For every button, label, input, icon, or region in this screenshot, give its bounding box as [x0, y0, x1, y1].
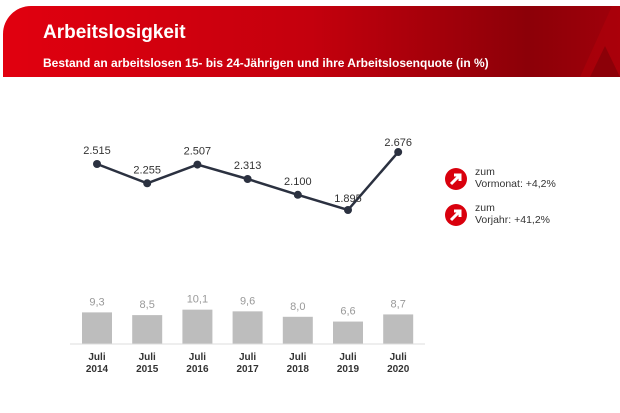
- bar-label: 8,5: [140, 299, 155, 311]
- line-label: 2.515: [83, 145, 111, 157]
- bar: [82, 312, 112, 344]
- logo-icon: [580, 6, 620, 77]
- bar-label: 8,0: [290, 301, 305, 313]
- info-label: zum: [475, 202, 495, 214]
- bar-label: 9,3: [89, 296, 104, 308]
- line-label: 2.100: [284, 176, 312, 188]
- page-title: Arbeitslosigkeit: [43, 22, 186, 43]
- x-tick-label: 2017: [236, 364, 259, 375]
- line-point: [93, 160, 101, 168]
- line-point: [143, 179, 152, 188]
- x-tick-label: Juli: [390, 352, 407, 363]
- x-tick-label: Juli: [88, 352, 105, 363]
- bar-label: 9,6: [240, 295, 255, 307]
- line-label: 2.255: [133, 164, 161, 176]
- bar-label: 6,6: [340, 306, 355, 318]
- line-label: 1.895: [334, 193, 362, 205]
- arrow-up-right-icon: [445, 204, 467, 226]
- bar-label: 10,1: [187, 294, 208, 306]
- line-point: [293, 190, 302, 199]
- info-label: zum: [475, 166, 495, 178]
- bar: [333, 321, 363, 344]
- bar: [282, 316, 313, 344]
- header-banner: Arbeitslosigkeit Bestand an arbeitslosen…: [3, 6, 620, 77]
- x-tick-label: Juli: [239, 352, 256, 363]
- bar-label: 8,7: [391, 298, 406, 310]
- line-label: 2.507: [184, 146, 212, 158]
- page-subtitle: Bestand an arbeitslosen 15- bis 24-Jähri…: [43, 56, 489, 70]
- line-label: 2.313: [234, 160, 262, 172]
- x-tick-label: Juli: [189, 352, 206, 363]
- x-tick-label: 2015: [136, 364, 159, 375]
- line-label: 2.676: [384, 137, 412, 149]
- x-tick-label: 2016: [186, 364, 209, 375]
- bar: [383, 314, 414, 344]
- x-tick-label: 2014: [86, 364, 109, 375]
- bar: [132, 315, 163, 344]
- x-tick-label: 2018: [287, 364, 310, 375]
- bar: [182, 309, 213, 344]
- line-point: [193, 160, 202, 169]
- info-value: Vormonat: +4,2%: [475, 178, 556, 190]
- x-tick-label: Juli: [139, 352, 156, 363]
- line-point: [344, 206, 352, 215]
- line-point: [394, 148, 403, 157]
- bar: [232, 311, 263, 344]
- info-value: Vorjahr: +41,2%: [475, 214, 551, 226]
- x-tick-label: Juli: [339, 352, 356, 363]
- x-tick-label: 2020: [387, 364, 410, 375]
- x-tick-label: 2019: [337, 364, 360, 375]
- line-point: [243, 174, 252, 183]
- arrow-up-right-icon: [445, 168, 467, 190]
- x-tick-label: Juli: [289, 352, 306, 363]
